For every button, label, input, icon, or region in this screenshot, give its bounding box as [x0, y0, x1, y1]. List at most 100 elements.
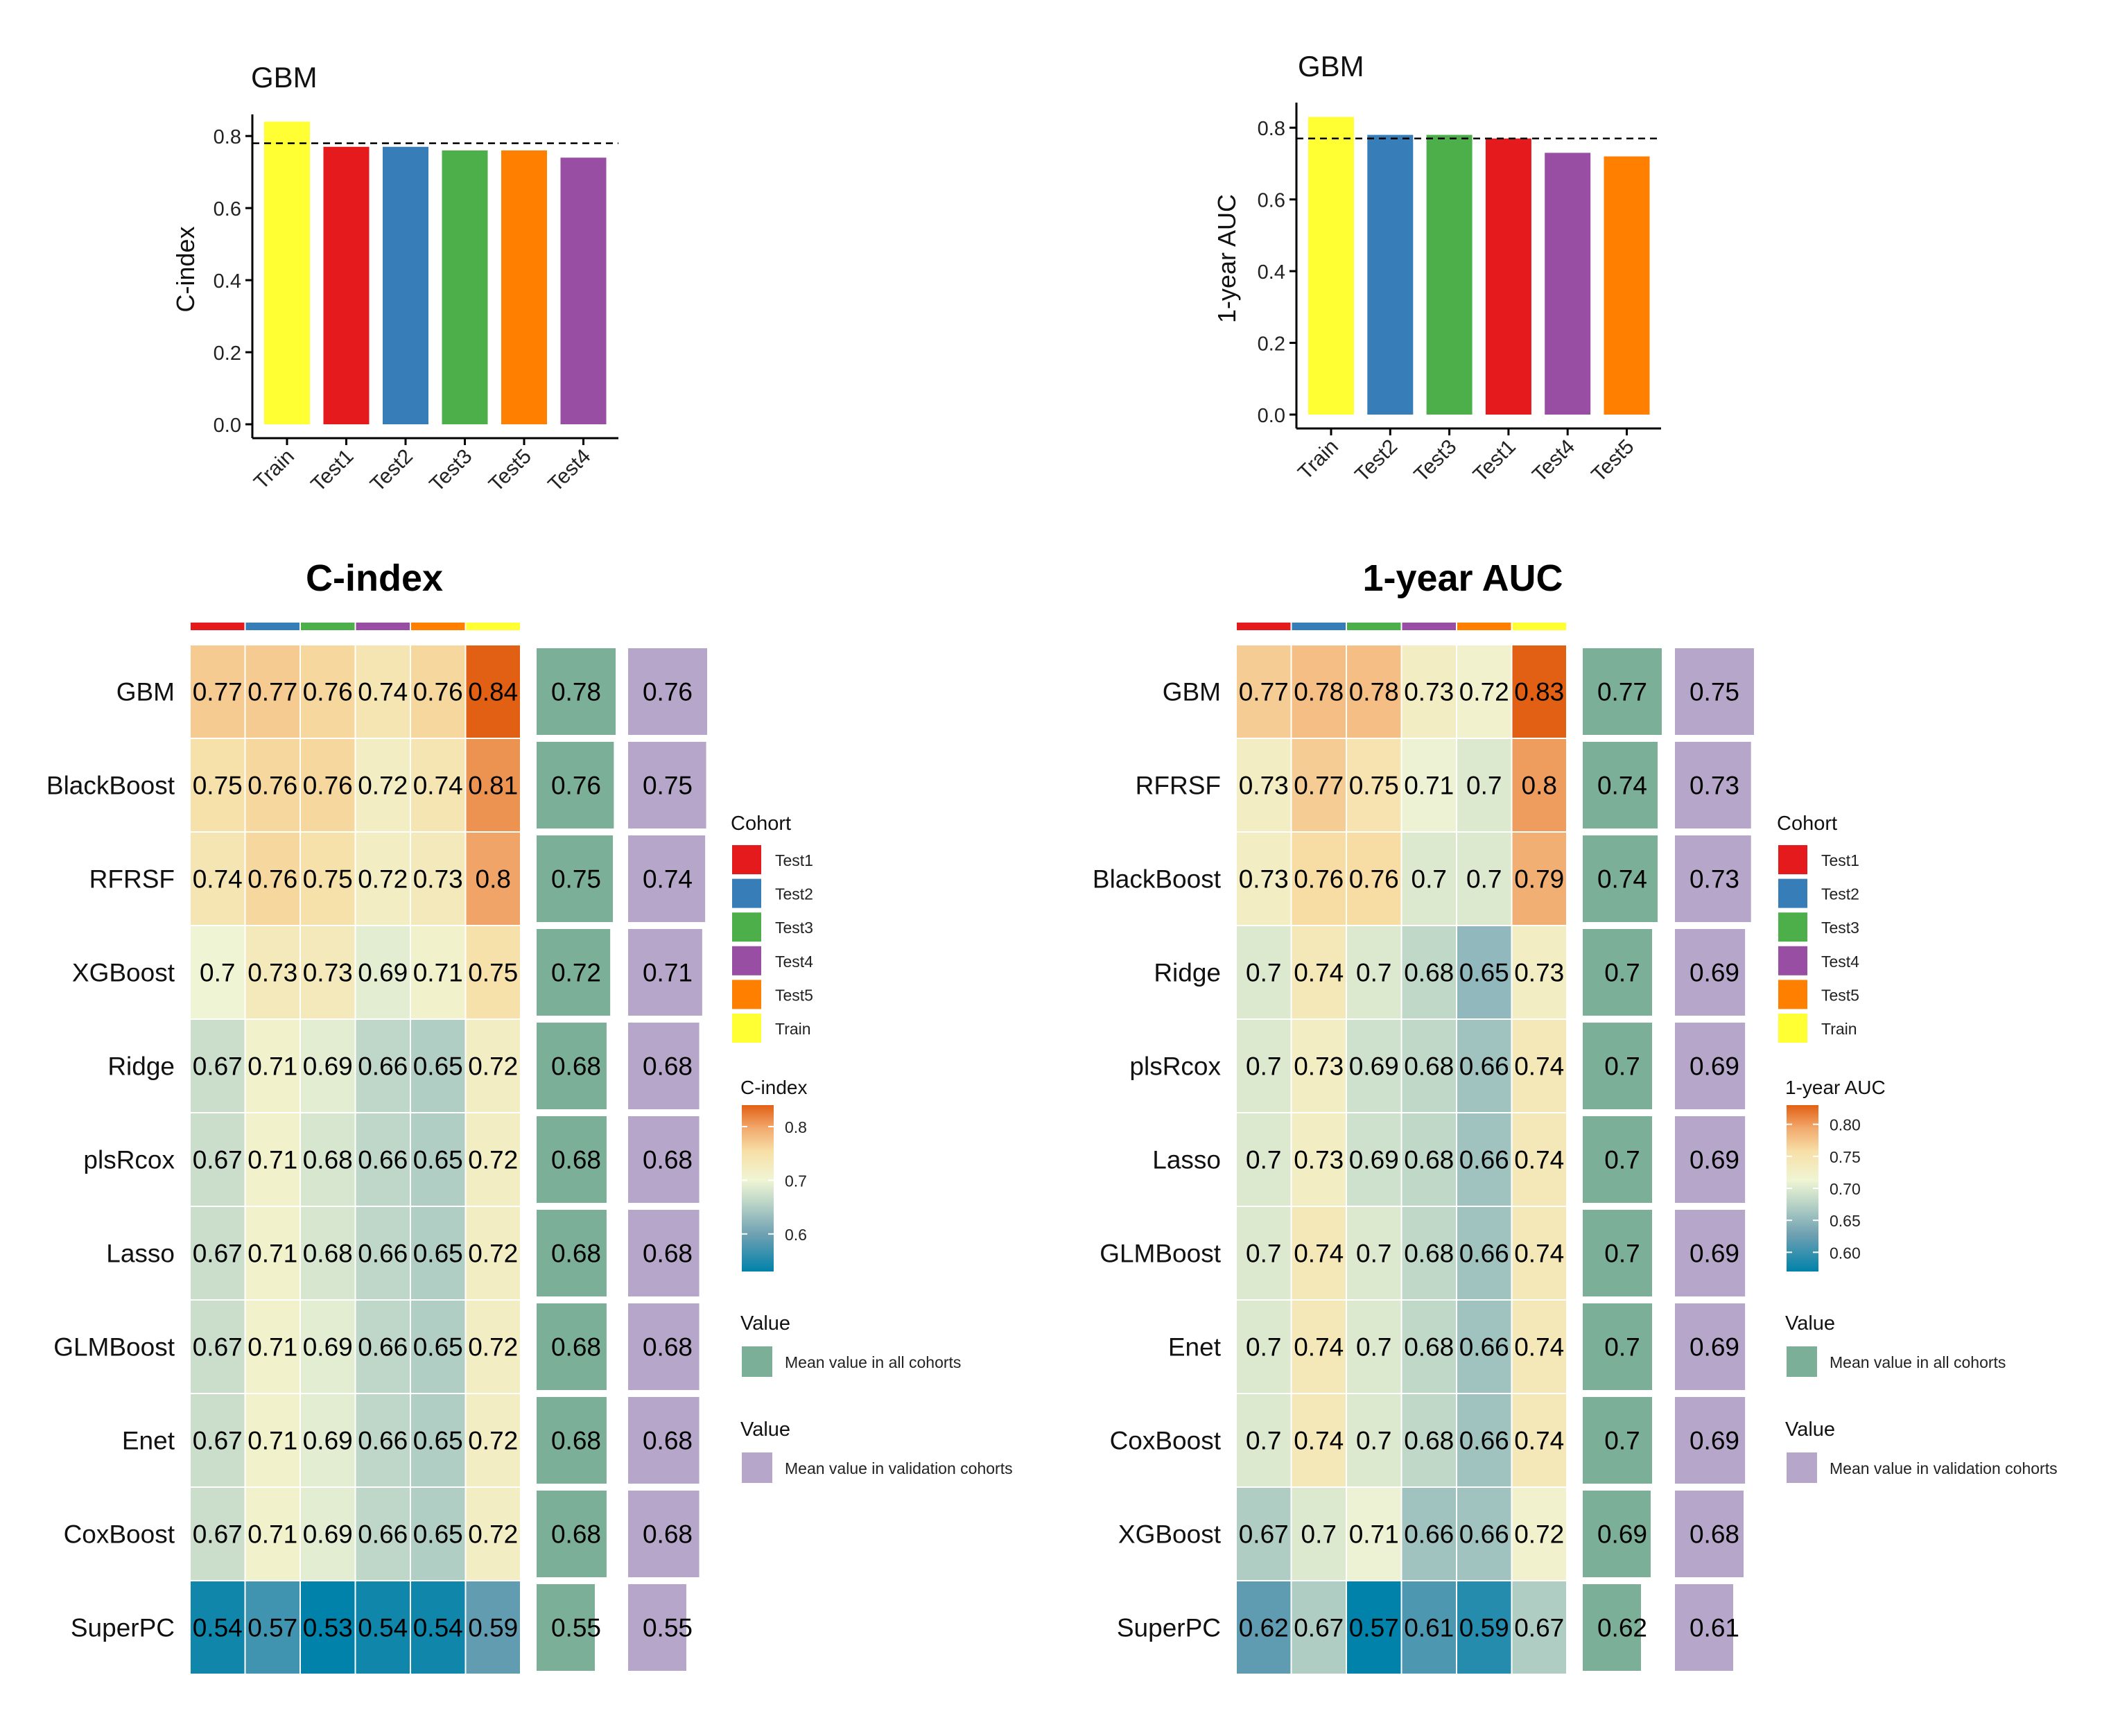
- heatmap-cell: [1456, 1112, 1513, 1207]
- heatmap-cell: [1346, 1486, 1402, 1581]
- mean-all-label: 0.7: [1604, 1333, 1640, 1362]
- mean-all-label: 0.75: [551, 865, 601, 894]
- heatmap-cell: [1511, 1486, 1567, 1581]
- heatmap-cell-label: 0.57: [247, 1614, 297, 1642]
- heatmap-cell: [299, 1580, 356, 1675]
- heatmap-cell-label: 0.73: [413, 865, 463, 894]
- heatmap-cell: [1511, 831, 1567, 926]
- mean-all-label: 0.7: [1604, 1052, 1640, 1081]
- mean-all-bar: [1583, 1491, 1651, 1577]
- heatmap-cell-label: 0.68: [1404, 1333, 1454, 1362]
- heatmap-cell-label: 0.7: [1356, 1427, 1391, 1455]
- cohort-strip-test4: [356, 623, 410, 630]
- cohort-strip-test5: [1457, 623, 1511, 630]
- legend-label: Test3: [775, 919, 813, 937]
- mean-all-label: 0.68: [551, 1427, 601, 1455]
- mean-val-bar: [628, 1584, 686, 1671]
- heatmap-cell: [1290, 1018, 1347, 1113]
- bar-test4: [560, 157, 607, 425]
- mean-val-bar: [628, 1116, 700, 1203]
- heatmap-cell-label: 0.7: [1246, 1052, 1281, 1081]
- heatmap-cell: [189, 738, 246, 833]
- heatmap-cell-label: 0.71: [1404, 772, 1454, 800]
- row-label: plsRcox: [83, 1146, 175, 1174]
- cohort-strip-train: [466, 623, 520, 630]
- legend-swatch-train: [1778, 1014, 1807, 1043]
- heatmap-cell-label: 0.71: [247, 1520, 297, 1549]
- heatmap-cell-label: 0.69: [303, 1333, 353, 1362]
- mean-val-bar: [1675, 929, 1746, 1016]
- legend-swatch-test5: [732, 980, 761, 1009]
- legend-label: Mean value in validation cohorts: [1830, 1459, 2058, 1477]
- heatmap-cell: [299, 1486, 356, 1581]
- heatmap-cell: [410, 738, 467, 833]
- y-tick-label: 0.4: [1258, 261, 1285, 284]
- heatmap-cell-label: 0.7: [1356, 1240, 1391, 1268]
- legend-label: Test2: [1821, 885, 1859, 903]
- heatmap-cell: [1235, 1393, 1292, 1488]
- heatmap-cell-label: 0.7: [1301, 1520, 1337, 1549]
- heatmap-cell-label: 0.68: [1404, 1052, 1454, 1081]
- legend-swatch-mean-val: [742, 1452, 772, 1483]
- heatmap-cell: [354, 738, 411, 833]
- legend-label: Train: [1821, 1020, 1857, 1038]
- heatmap-cell-label: 0.66: [1404, 1520, 1454, 1549]
- cohort-legend-title: Cohort: [1777, 813, 1837, 835]
- heatmap-cell: [464, 1018, 521, 1113]
- heatmap-cell-label: 0.73: [1239, 772, 1289, 800]
- heatmap-cell-label: 0.73: [303, 959, 353, 987]
- mean-all-bar: [1583, 742, 1658, 828]
- heatmap-cell-label: 0.65: [413, 1146, 463, 1174]
- legend-swatch-test4: [732, 946, 761, 975]
- mean-val-bar: [1675, 1116, 1746, 1203]
- heatmap-cell-label: 0.75: [468, 959, 518, 987]
- mean-val-bar: [628, 835, 706, 922]
- mean-all-bar: [1583, 1116, 1652, 1203]
- legend-label: Test4: [1821, 953, 1859, 971]
- heatmap-cell-label: 0.66: [358, 1240, 408, 1268]
- heatmap-cell-label: 0.67: [1514, 1614, 1564, 1642]
- heatmap-cell-label: 0.72: [1514, 1520, 1564, 1549]
- heatmap-cell-label: 0.81: [468, 772, 518, 800]
- heatmap-cell: [244, 1393, 301, 1488]
- mean-all-bar: [1583, 929, 1652, 1016]
- heatmap-cell-label: 0.77: [1294, 772, 1344, 800]
- heatmap-cell: [1400, 1018, 1457, 1113]
- heatmap-cell-label: 0.68: [1404, 959, 1454, 987]
- legend-swatch-test4: [1778, 946, 1807, 975]
- heatmap-cell: [1511, 925, 1567, 1020]
- heatmap-cell-label: 0.8: [1522, 772, 1557, 800]
- heatmap-cell-label: 0.67: [193, 1052, 243, 1081]
- legend-swatch-test1: [732, 845, 761, 874]
- heatmap-cell: [1346, 644, 1402, 739]
- heatmap-cell: [354, 1393, 411, 1488]
- heatmap-cell-label: 0.69: [303, 1427, 353, 1455]
- heatmap-cell-label: 0.72: [468, 1520, 518, 1549]
- heatmap-cell-label: 0.7: [1246, 1333, 1281, 1362]
- mean-val-label: 0.68: [643, 1427, 693, 1455]
- heatmap-cell-label: 0.69: [1349, 1146, 1399, 1174]
- mean-all-label: 0.76: [551, 772, 601, 800]
- heatmap-cell: [189, 644, 246, 739]
- heatmap-cell-label: 0.66: [1459, 1052, 1509, 1081]
- heatmap-cell: [1511, 1112, 1567, 1207]
- heatmap-cell-label: 0.7: [1466, 772, 1502, 800]
- row-label: Enet: [122, 1427, 175, 1455]
- mean-val-label: 0.68: [1690, 1520, 1739, 1549]
- x-tick-label: Test4: [544, 445, 595, 496]
- heatmap-cell-label: 0.7: [1246, 1427, 1281, 1455]
- y-tick-label: 0.4: [214, 270, 241, 293]
- legend-label: Train: [775, 1020, 811, 1038]
- heatmap-cell: [1235, 1299, 1292, 1394]
- heatmap-cell-label: 0.66: [358, 1427, 408, 1455]
- heatmap-cell-label: 0.75: [1349, 772, 1399, 800]
- heatmap-cell-label: 0.75: [193, 772, 243, 800]
- heatmap-cell-label: 0.66: [358, 1052, 408, 1081]
- mean-val-bar: [628, 1023, 700, 1109]
- heatmap-cell-label: 0.57: [1349, 1614, 1399, 1642]
- legend-swatch-mean-all: [742, 1346, 772, 1377]
- heatmap-cell: [1456, 738, 1513, 833]
- bar-test3: [1426, 134, 1473, 415]
- heatmap-cell-label: 0.62: [1239, 1614, 1289, 1642]
- mean-val-bar: [1675, 1397, 1746, 1484]
